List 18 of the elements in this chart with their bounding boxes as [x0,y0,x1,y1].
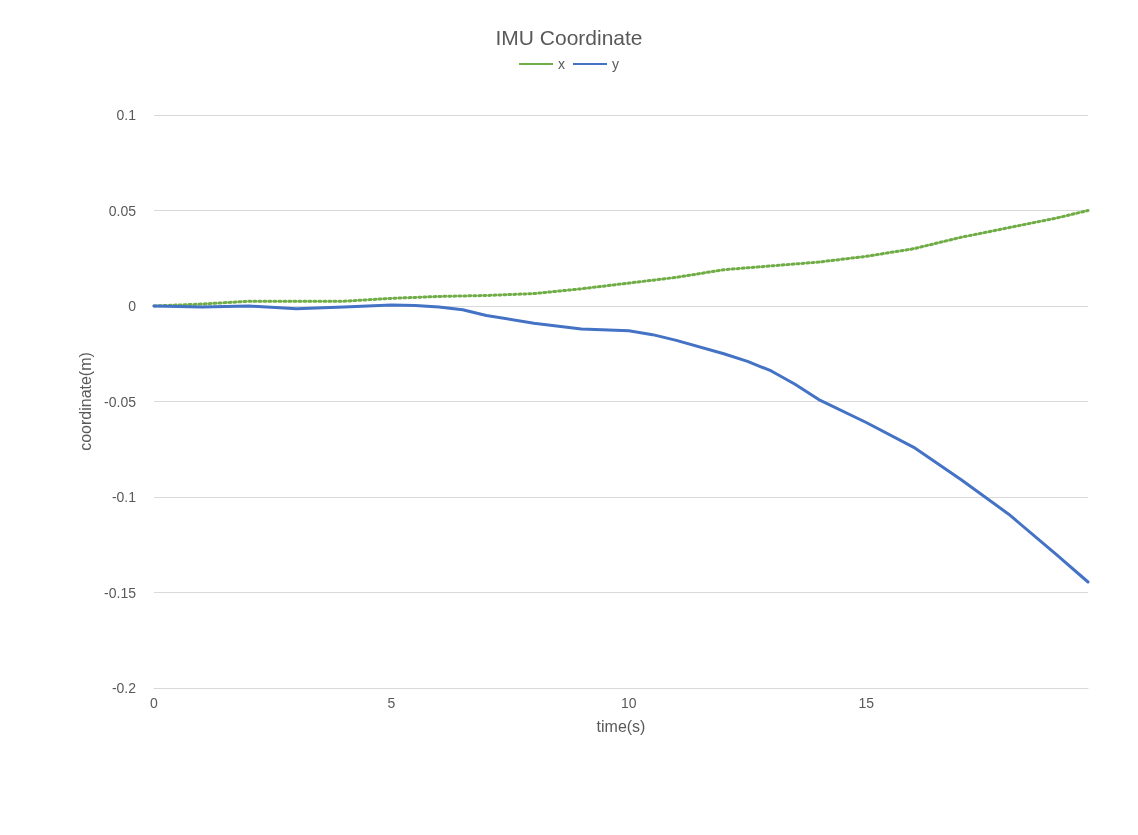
x-tick-label: 15 [858,695,875,711]
x-axis-title: time(s) [596,717,646,735]
y-tick-label: -0.15 [104,584,137,601]
legend-label: x [558,56,565,72]
y-tick-label: -0.1 [111,489,137,505]
x-tick-label: 10 [621,695,637,711]
line-series [152,303,1090,584]
line-series [152,209,1090,308]
x-tick-label: 0 [150,695,159,711]
y-tick-label: -0.2 [111,680,137,696]
x-tick-label: 5 [387,695,396,711]
y-tick-label: -0.05 [104,393,137,410]
chart-title: IMU Coordinate [495,26,643,49]
legend-label: y [612,56,619,72]
y-tick-label: 0 [128,298,137,314]
y-tick-label: 0.05 [108,202,137,219]
y-axis-title: coordinate(m) [76,352,94,451]
y-tick-label: 0.1 [116,107,137,123]
